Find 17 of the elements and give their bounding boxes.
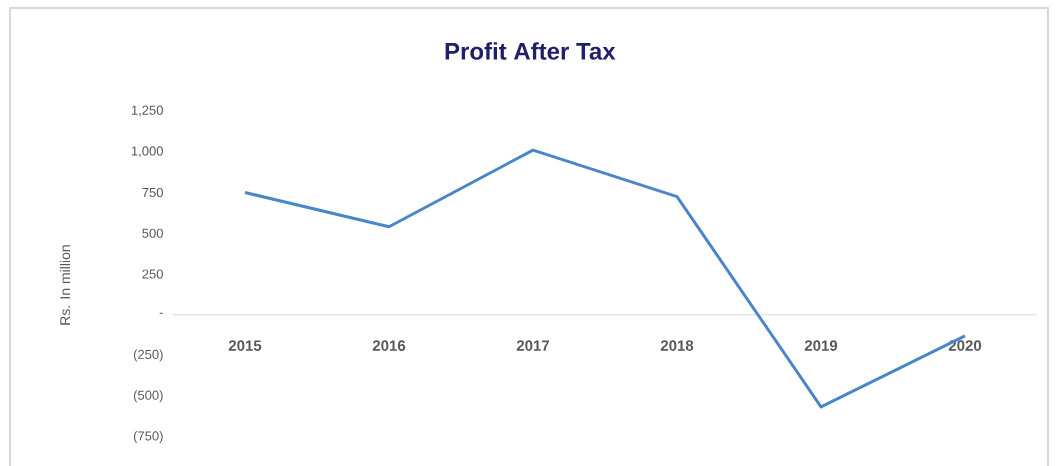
y-tick-label: (750) (133, 430, 163, 444)
y-axis-title: Rs. In million (59, 245, 71, 325)
y-tick-label: - (159, 312, 163, 314)
chart-title: Profit After Tax (445, 42, 616, 60)
x-tick-label: 2017 (516, 340, 550, 351)
x-tick-label: 2019 (804, 340, 838, 351)
x-tick-label: 2018 (660, 340, 694, 351)
x-tick-label: 2015 (228, 340, 262, 351)
x-tick-label: 2020 (948, 340, 982, 351)
y-tick-label: 250 (142, 269, 163, 279)
y-tick-label: 1,000 (131, 146, 163, 158)
y-tick-label: (500) (133, 390, 163, 403)
y-tick-label: 750 (142, 187, 163, 198)
y-tick-label: 1,250 (131, 105, 163, 117)
y-tick-label: (250) (133, 349, 163, 362)
y-tick-label: 500 (142, 228, 163, 238)
x-tick-label: 2016 (372, 340, 406, 351)
